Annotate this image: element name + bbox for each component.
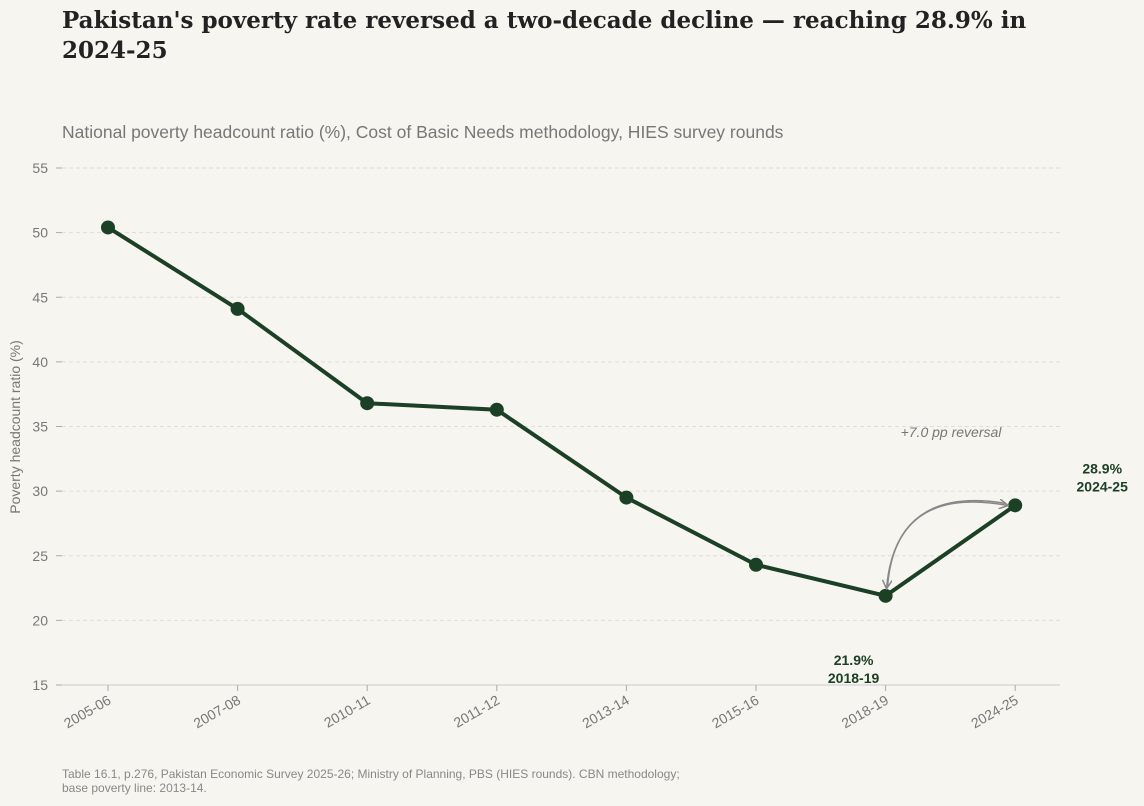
y-tick-label: 50 <box>32 225 48 241</box>
x-tick-label: 2007-08 <box>191 692 244 732</box>
chart-title: Pakistan's poverty rate reversed a two-d… <box>62 7 1026 64</box>
x-tick-label: 2010-11 <box>321 692 373 731</box>
data-point <box>749 557 763 572</box>
x-tick-label: 2024-25 <box>968 692 1021 732</box>
data-point <box>1008 498 1023 513</box>
x-tick-label: 2005-06 <box>61 692 114 732</box>
data-point <box>360 396 375 411</box>
y-tick-label: 55 <box>32 160 48 176</box>
arrow <box>887 499 1006 588</box>
y-tick-label: 15 <box>32 677 48 693</box>
y-tick-label: 40 <box>32 354 48 370</box>
data-point <box>101 220 115 235</box>
y-axis-label: Poverty headcount ratio (%) <box>7 340 23 514</box>
data-label-category: 2018-19 <box>828 670 880 686</box>
x-tick-label: 2013-14 <box>579 692 632 732</box>
data-label-category: 2024-25 <box>1077 478 1129 494</box>
data-line <box>106 225 1017 598</box>
data-point <box>489 402 504 417</box>
y-tick-label: 30 <box>32 483 48 499</box>
x-tick-label: 2011-12 <box>451 692 503 731</box>
data-label: 28.9% <box>1082 460 1122 476</box>
y-tick-label: 20 <box>32 612 48 628</box>
y-tick-label: 35 <box>32 419 48 435</box>
data-point <box>619 490 634 505</box>
annotation: +7.0 pp reversal <box>901 424 1003 440</box>
arrow <box>886 502 1008 586</box>
source-note: Table 16.1, p.276, Pakistan Economic Sur… <box>62 767 680 795</box>
x-tick-label: 2018-19 <box>839 692 892 732</box>
data-point <box>230 301 245 316</box>
data-point <box>878 588 893 603</box>
x-tick-label: 2015-16 <box>709 692 762 732</box>
chart-subtitle: National poverty headcount ratio (%), Co… <box>62 122 784 142</box>
y-tick-label: 25 <box>32 548 48 564</box>
data-label: 21.9% <box>834 652 874 668</box>
y-tick-label: 45 <box>32 289 48 305</box>
